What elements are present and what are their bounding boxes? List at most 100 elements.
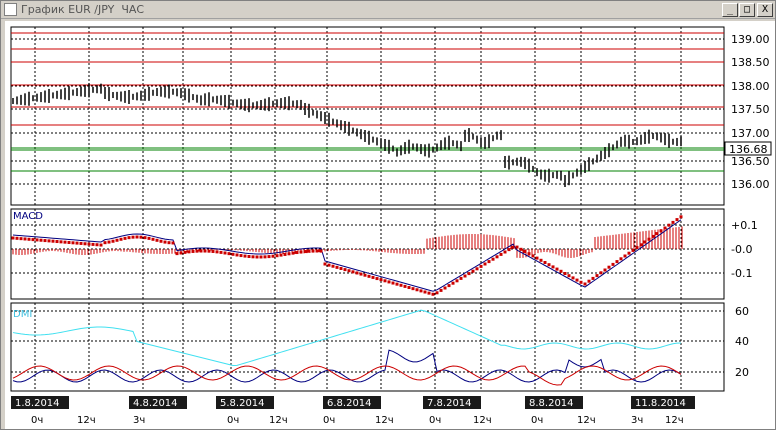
macd-signal-dot <box>355 271 359 275</box>
macd-signal-dot <box>331 264 335 268</box>
macd-signal-dot <box>443 286 447 290</box>
close-button[interactable]: X <box>757 3 773 17</box>
macd-signal-dot <box>447 284 451 288</box>
dmi-label-40: 40 <box>735 335 749 348</box>
macd-signal-dot <box>275 254 279 258</box>
macd-signal-dot <box>171 241 175 245</box>
hour-label-11: 12ч <box>577 415 596 426</box>
macd-signal-dot <box>403 284 407 288</box>
macd-signal-dot <box>187 250 191 254</box>
macd-signal-dot <box>343 268 347 272</box>
window-title: График EUR /JPY ЧАС <box>21 3 145 16</box>
macd-panel <box>10 208 725 300</box>
macd-signal-dot <box>375 277 379 281</box>
hour-label-8: 0ч <box>429 415 441 426</box>
date-label-7: 11.8.2014 <box>635 398 686 409</box>
macd-signal-dot <box>471 269 475 273</box>
macd-signal-dot <box>651 234 655 238</box>
macd-signal-dot <box>135 235 139 239</box>
macd-signal-dot <box>251 255 255 259</box>
macd-signal-dot <box>347 269 351 273</box>
macd-signal-dot <box>635 246 639 250</box>
macd-signal-dot <box>83 242 87 246</box>
macd-signal-dot <box>515 245 519 249</box>
macd-signal-dot <box>631 248 635 252</box>
dmi-label-20: 20 <box>735 366 749 379</box>
price-label-138-00: 138.00 <box>731 80 770 93</box>
macd-signal-dot <box>131 235 135 239</box>
macd-signal-dot <box>523 250 527 253</box>
macd-signal-dot <box>619 257 623 261</box>
price-label-136-00: 136.00 <box>731 178 770 191</box>
chart-svg[interactable]: 139.00 138.50 138.00 137.50 137.00 136.6… <box>5 21 775 429</box>
hour-label-9: 12ч <box>473 415 492 426</box>
macd-label-plus-01: +0.1 <box>731 219 758 232</box>
macd-signal-dot <box>63 240 67 244</box>
macd-signal-dot <box>139 235 143 239</box>
macd-signal-dot <box>303 250 307 254</box>
macd-signal-dot <box>579 280 583 284</box>
macd-signal-dot <box>183 250 187 254</box>
macd-signal-dot <box>159 239 163 243</box>
macd-signal-dot <box>23 237 27 241</box>
hour-label-13: 12ч <box>665 415 684 426</box>
macd-signal-dot <box>379 278 383 282</box>
macd-signal-dot <box>475 267 479 271</box>
macd-signal-dot <box>87 242 91 246</box>
macd-signal-dot <box>271 254 275 258</box>
macd-signal-dot <box>615 260 619 264</box>
macd-signal-dot <box>299 250 303 254</box>
title-bar[interactable]: График EUR /JPY ЧАС _ □ X <box>1 1 775 19</box>
macd-signal-dot <box>31 238 35 242</box>
macd-signal-dot <box>95 243 99 247</box>
macd-signal-dot <box>551 265 555 269</box>
macd-signal-dot <box>667 223 671 227</box>
hour-label-7: 12ч <box>375 415 394 426</box>
date-box-7 <box>631 396 695 409</box>
macd-signal-dot <box>675 218 679 222</box>
macd-signal-dot <box>387 280 391 284</box>
minimize-button[interactable]: _ <box>722 3 738 17</box>
price-label-137-00: 137.00 <box>731 127 770 140</box>
macd-signal-dot <box>115 238 119 242</box>
macd-signal-dot <box>459 276 463 280</box>
date-box-2 <box>129 396 187 409</box>
hour-label-2: 12ч <box>77 415 96 426</box>
macd-signal-dot <box>415 288 419 292</box>
macd-signal-dot <box>55 240 59 244</box>
macd-signal-dot <box>243 254 247 258</box>
macd-signal-dot <box>575 278 579 282</box>
price-panel <box>10 26 725 206</box>
macd-signal-dot <box>111 239 115 243</box>
chart-canvas[interactable]: 139.00 138.50 138.00 137.50 137.00 136.6… <box>5 21 775 429</box>
macd-signal-dot <box>259 255 263 259</box>
macd-signal-dot <box>527 252 531 256</box>
macd-signal-dot <box>311 249 315 253</box>
macd-signal-dot <box>75 241 79 245</box>
current-price-box <box>724 141 772 156</box>
macd-signal-dot <box>295 251 299 255</box>
macd-signal-dot <box>195 249 199 253</box>
date-label-5: 7.8.2014 <box>427 398 472 409</box>
macd-signal-dot <box>151 237 155 241</box>
macd-signal-dot <box>639 243 643 247</box>
macd-signal-dot <box>511 245 515 249</box>
macd-signal-dot <box>223 251 227 255</box>
macd-signal-dot <box>439 288 443 292</box>
date-label-2: 4.8.2014 <box>133 398 178 409</box>
macd-signal-dot <box>623 254 627 258</box>
maximize-button[interactable]: □ <box>739 3 755 17</box>
macd-signal-dot <box>371 275 375 279</box>
macd-signal-dot <box>267 255 271 259</box>
price-label-136-50: 136.50 <box>731 155 770 168</box>
macd-signal-dot <box>103 241 107 245</box>
price-label-137-50: 137.50 <box>731 103 770 116</box>
macd-signal-dot <box>679 215 683 219</box>
macd-signal-dot <box>495 255 499 259</box>
macd-signal-dot <box>51 239 55 243</box>
hour-label-5: 12ч <box>269 415 288 426</box>
macd-signal-dot <box>499 252 503 256</box>
macd-signal-dot <box>39 238 43 242</box>
dmi-panel <box>10 302 725 392</box>
